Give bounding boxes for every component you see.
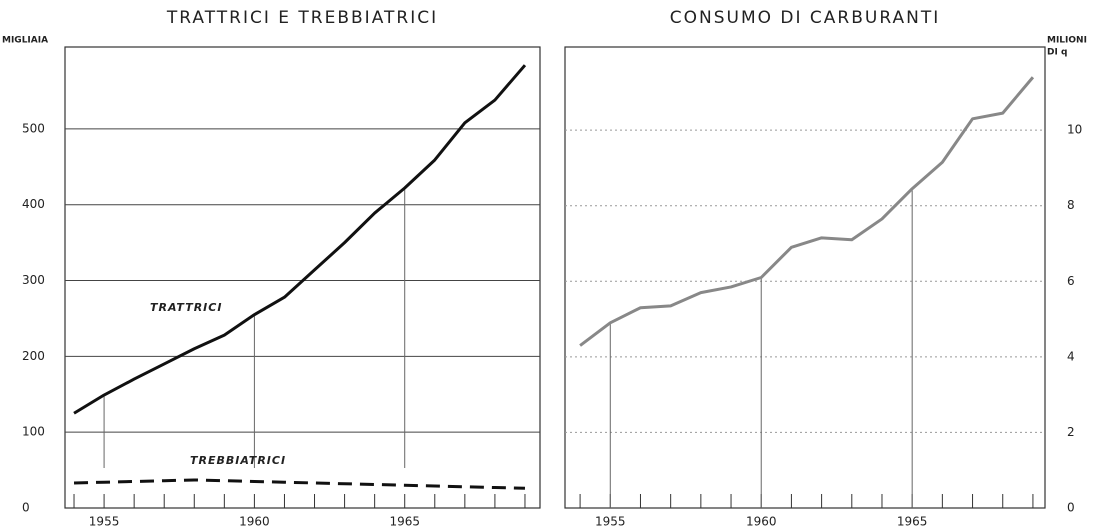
x-tick-label: 1955 [89, 515, 120, 529]
y-tick-label: 400 [22, 197, 45, 211]
y-axis-unit: DI q [1047, 48, 1067, 58]
y-tick-label: 0 [22, 501, 30, 515]
series-line [73, 478, 526, 490]
plot-frame [564, 46, 1046, 509]
y-tick-label: 8 [1067, 198, 1075, 212]
series-line [73, 64, 527, 415]
y-axis-unit: MILIONI [1047, 36, 1087, 46]
y-tick-label: 6 [1067, 274, 1075, 288]
series-label: TRATTRICI [150, 301, 222, 314]
x-tick-label: 1955 [595, 515, 626, 529]
y-tick-label: 100 [22, 425, 45, 439]
y-tick-label: 10 [1067, 123, 1082, 137]
x-tick-label: 1960 [746, 515, 777, 529]
x-tick-label: 1965 [897, 515, 928, 529]
y-axis-unit: MIGLIAIA [2, 36, 48, 46]
series-line [579, 76, 1035, 347]
chart-title: CONSUMO DI CARBURANTI [670, 8, 940, 28]
x-tick-label: 1960 [239, 515, 270, 529]
x-tick-label: 1965 [389, 515, 420, 529]
plot-frame [64, 46, 541, 509]
chart-title: TRATTRICI E TREBBIATRICI [166, 8, 438, 28]
series-label: TREBBIATRICI [190, 454, 286, 467]
y-tick-label: 200 [22, 349, 45, 363]
y-tick-label: 4 [1067, 349, 1075, 363]
y-tick-label: 500 [22, 121, 45, 135]
y-tick-label: 300 [22, 273, 45, 287]
y-tick-label: 2 [1067, 425, 1075, 439]
y-tick-label: 0 [1067, 501, 1075, 515]
